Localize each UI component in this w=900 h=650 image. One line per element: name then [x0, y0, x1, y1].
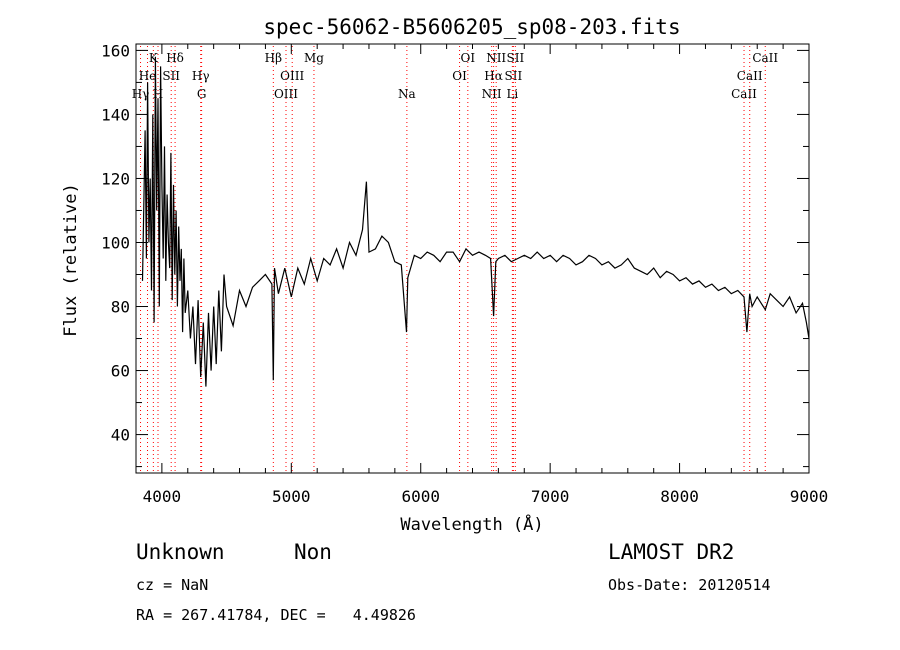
axis-ticks: 4000 5000 6000 7000 8000 9000 40 60 80 100 120 140 1… [101, 41, 828, 506]
y-tick-label: 60 [111, 362, 130, 381]
line-label: SII [505, 69, 523, 83]
y-tick-label: 40 [111, 426, 130, 445]
obs-date: Obs-Date: 20120514 [608, 576, 771, 594]
line-label: Hγ [132, 87, 150, 101]
y-axis-label: Flux (relative) [61, 183, 81, 337]
coordinates: RA = 267.41784, DEC = 4.49826 [136, 606, 416, 624]
spectrum-line [141, 56, 810, 387]
y-tick-label: 100 [101, 233, 130, 252]
line-label: CaII [752, 51, 778, 65]
y-tick-label: 160 [101, 41, 130, 60]
line-label: SII [162, 69, 180, 83]
y-tick-label: 140 [101, 105, 130, 124]
line-label: He [139, 69, 157, 83]
chart-title: spec-56062-B5606205_sp08-203.fits [263, 15, 680, 39]
line-label: G [197, 87, 207, 101]
line-label: OI [461, 51, 476, 65]
line-label: NII [486, 51, 506, 65]
object-class: Unknown [136, 540, 225, 564]
line-label: Hδ [166, 51, 184, 65]
x-tick-label: 8000 [660, 487, 699, 506]
line-label: SII [506, 51, 524, 65]
x-tick-label: 4000 [143, 487, 182, 506]
x-tick-label: 9000 [790, 487, 829, 506]
line-label: Hα [484, 69, 503, 83]
x-tick-label: 6000 [401, 487, 440, 506]
survey-name: LAMOST DR2 [608, 540, 735, 564]
x-axis-label: Wavelength (Å) [400, 513, 543, 535]
x-tick-label: 5000 [272, 487, 311, 506]
line-annotations: HγHeKHSIIHδHγGHβOIIIOIIIMgNaOIOINIIHαNII… [132, 46, 778, 473]
line-label: NII [482, 87, 502, 101]
y-tick-label: 80 [111, 298, 130, 317]
line-label: Li [506, 87, 518, 101]
x-tick-label: 7000 [531, 487, 570, 506]
line-label: Na [398, 87, 416, 101]
line-label: OIII [274, 87, 298, 101]
line-label: CaII [737, 69, 763, 83]
y-tick-label: 120 [101, 169, 130, 188]
plot-frame [135, 43, 810, 474]
line-label: Hβ [265, 51, 282, 65]
line-label: H [153, 87, 163, 101]
line-label: Mg [304, 51, 324, 65]
line-label: CaII [731, 87, 757, 101]
line-label: OIII [280, 69, 304, 83]
object-subclass: Non [294, 540, 332, 564]
line-label: K [149, 51, 159, 65]
redshift-cz: cz = NaN [136, 576, 209, 594]
line-label: OI [452, 69, 467, 83]
line-label: Hγ [192, 69, 210, 83]
